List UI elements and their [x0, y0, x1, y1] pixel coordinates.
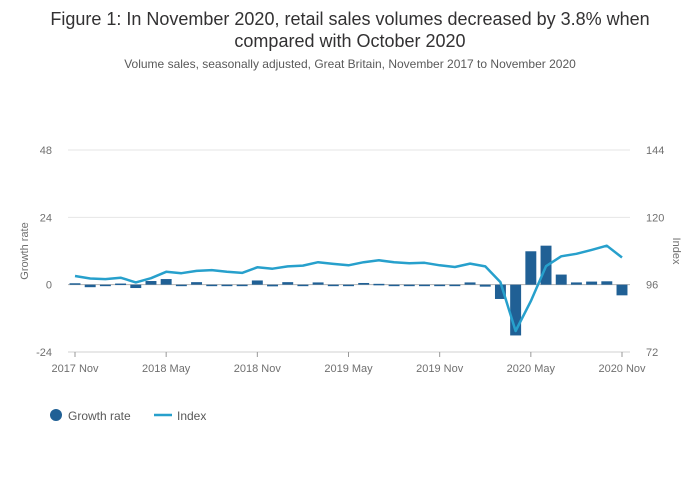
- growth-rate-bar: [267, 284, 278, 287]
- growth-rate-bar: [555, 274, 567, 285]
- growth-rate-bar: [175, 284, 187, 287]
- chart-title-line-1: Figure 1: In November 2020, retail sales…: [50, 9, 650, 29]
- y-left-tick-label: 48: [40, 145, 52, 157]
- growth-rate-bar: [434, 284, 446, 287]
- growth-rate-bars: [69, 245, 628, 336]
- growth-rate-bar: [601, 281, 613, 285]
- growth-rate-bar: [525, 251, 537, 285]
- growth-rate-bar: [312, 282, 324, 285]
- growth-rate-bar: [388, 284, 400, 287]
- growth-rate-bar: [373, 283, 385, 286]
- chart-subtitle: Volume sales, seasonally adjusted, Great…: [124, 57, 576, 71]
- growth-rate-bar: [449, 284, 461, 287]
- legend-index-label: Index: [177, 409, 206, 423]
- growth-rate-bar: [616, 284, 628, 296]
- growth-rate-bar: [191, 282, 203, 285]
- growth-rate-bar: [145, 281, 157, 285]
- growth-rate-bar: [494, 284, 506, 299]
- y-right-tick-label: 72: [646, 347, 658, 359]
- growth-rate-bar: [282, 282, 294, 285]
- growth-rate-bar: [403, 284, 415, 287]
- chart-title: Figure 1: In November 2020, retail sales…: [0, 8, 700, 52]
- x-tick-label: 2018 May: [142, 363, 191, 375]
- growth-rate-bar: [221, 284, 233, 287]
- x-tick-label: 2020 Nov: [598, 363, 646, 375]
- growth-rate-bar: [206, 284, 218, 287]
- growth-rate-bar: [297, 284, 309, 287]
- growth-rate-bar: [510, 284, 522, 336]
- y-right-tick-label: 144: [646, 145, 664, 157]
- growth-rate-bar: [464, 282, 476, 285]
- growth-rate-bar: [251, 280, 263, 285]
- axes: -24 0 24 48 72 96 120 144 Growth rate Index 2017 N…: [19, 145, 682, 375]
- x-tick-label: 2018 Nov: [234, 363, 282, 375]
- index-line: [74, 244, 623, 333]
- y-right-axis-title: Index: [670, 238, 682, 265]
- growth-rate-bar: [327, 284, 339, 287]
- y-left-tick-label: 0: [46, 280, 52, 292]
- growth-rate-bar: [99, 284, 111, 287]
- growth-rate-bar: [160, 279, 172, 285]
- legend-growth-rate-swatch: [50, 409, 62, 421]
- x-tick-label: 2017 Nov: [51, 363, 99, 375]
- growth-rate-bar: [586, 281, 598, 285]
- growth-rate-bar: [236, 284, 248, 287]
- growth-rate-bar: [69, 283, 81, 285]
- x-tick-label: 2019 Nov: [416, 363, 464, 375]
- growth-rate-bar: [130, 284, 142, 289]
- growth-rate-bar: [115, 283, 127, 286]
- growth-rate-bar: [84, 284, 96, 288]
- y-right-tick-label: 120: [646, 212, 664, 224]
- growth-rate-bar: [343, 284, 354, 287]
- growth-rate-bar: [479, 284, 491, 287]
- legend-growth-rate-label: Growth rate: [68, 409, 131, 423]
- y-left-tick-label: -24: [36, 347, 52, 359]
- growth-rate-bar: [419, 284, 430, 287]
- y-left-axis-title: Growth rate: [19, 222, 31, 279]
- index-line-group: [74, 244, 623, 333]
- x-tick-label: 2020 May: [507, 363, 556, 375]
- growth-rate-bar: [358, 282, 370, 285]
- y-right-tick-label: 96: [646, 280, 658, 292]
- chart-title-line-2: compared with October 2020: [234, 31, 466, 51]
- growth-rate-bar: [570, 282, 582, 285]
- legend: Growth rate Index: [50, 409, 206, 423]
- y-left-tick-label: 24: [40, 212, 52, 224]
- x-tick-label: 2019 May: [324, 363, 373, 375]
